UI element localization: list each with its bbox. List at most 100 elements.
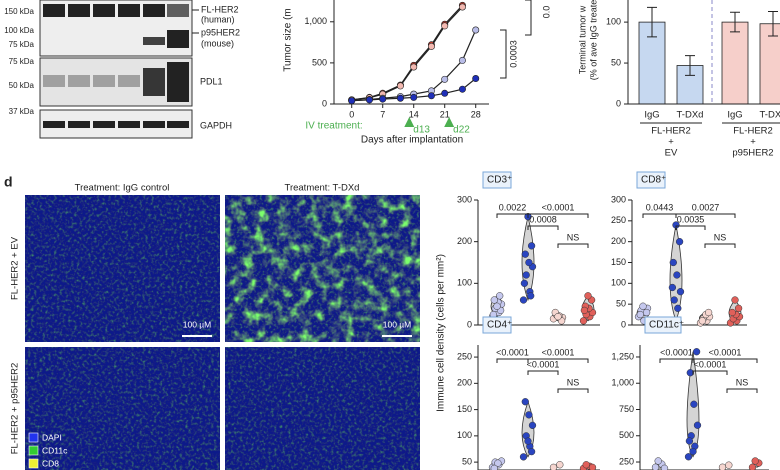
data-point <box>670 296 678 304</box>
row-label: FL-HER2 + EV <box>10 236 21 300</box>
y-axis-label: Terminal tumor w <box>577 5 587 74</box>
data-point <box>556 461 564 469</box>
y-tick-label: 50 <box>616 299 626 309</box>
series-point <box>441 22 449 30</box>
p-value: <0.0001 <box>542 347 575 357</box>
bracket <box>692 358 758 363</box>
data-point <box>686 369 694 377</box>
data-point <box>684 453 693 461</box>
data-point <box>676 288 685 296</box>
y-tick-label: 0 <box>616 98 621 108</box>
group-label: + <box>750 137 756 148</box>
plot-title-box <box>636 171 666 189</box>
data-point <box>660 464 669 470</box>
p-value: 0.0027 <box>692 202 720 212</box>
x-tick-label: 28 <box>471 109 481 119</box>
bracket <box>557 388 589 393</box>
data-point <box>522 271 530 279</box>
series-point <box>472 26 480 34</box>
data-point <box>731 296 739 304</box>
data-point <box>728 308 736 317</box>
dose-arrow <box>444 117 455 127</box>
mw-label: 37 kDa <box>9 107 35 116</box>
error-bar <box>685 55 695 76</box>
error-bar <box>730 11 740 33</box>
data-point <box>490 464 498 470</box>
x-tick-label: 7 <box>380 109 385 119</box>
p-value: <0.0001 <box>527 359 560 369</box>
axis <box>627 0 780 105</box>
data-point <box>751 457 759 465</box>
group-label: EV <box>665 148 678 159</box>
series-point <box>379 95 387 103</box>
data-point <box>549 463 558 470</box>
p-value: 0.0443 <box>646 202 674 212</box>
data-point <box>527 447 536 456</box>
y-tick-label: 0 <box>322 98 327 108</box>
bracket <box>675 213 736 218</box>
data-point <box>748 463 757 470</box>
series-point <box>348 97 356 105</box>
y-tick-label: 250 <box>457 351 472 361</box>
p-value: 0.0 <box>541 6 551 19</box>
data-point <box>519 453 528 461</box>
y-tick-label: 1,000 <box>611 378 634 388</box>
x-tick-label: 0 <box>349 109 354 119</box>
mw-label: 75 kDa <box>9 57 35 66</box>
group-label: + <box>668 137 674 148</box>
bracket <box>527 213 589 218</box>
data-point <box>525 258 533 267</box>
p-value: NS <box>736 377 749 387</box>
p-value: NS <box>714 232 727 242</box>
series-point <box>472 75 480 83</box>
y-tick-label: 150 <box>611 257 626 267</box>
y-tick-label: 100 <box>606 16 621 26</box>
data-point <box>490 296 498 304</box>
x-tick-label: 21 <box>440 109 450 119</box>
mw-label: 75 kDa <box>9 40 35 49</box>
data-point <box>675 238 684 246</box>
data-point <box>718 463 727 470</box>
y-tick-label: 50 <box>611 57 621 67</box>
bracket <box>642 213 677 218</box>
data-point <box>494 459 502 467</box>
p-value: <0.0001 <box>660 347 693 357</box>
data-point <box>693 421 702 429</box>
plot-title: CD3⁺ <box>487 175 512 186</box>
x-tick-label: IgG <box>644 110 659 121</box>
legend-swatch <box>28 445 39 456</box>
data-point <box>521 398 529 406</box>
micrograph-texture <box>25 195 220 342</box>
p-value: NS <box>567 377 580 387</box>
scale-label: 100 µM <box>383 319 412 329</box>
series-point <box>427 42 435 50</box>
series-point <box>441 89 449 97</box>
row-label: FL-HER2 + p95HER2 <box>10 363 21 455</box>
y-axis-label: (% of ave IgG treate <box>588 0 598 80</box>
bar <box>721 21 749 105</box>
y-tick-label: 200 <box>611 236 626 246</box>
scale-label: 100 µM <box>183 319 212 329</box>
bracket <box>496 358 529 363</box>
data-point <box>725 461 733 469</box>
data-point <box>525 411 533 419</box>
y-tick-label: 0 <box>467 319 472 329</box>
band-label: GAPDH <box>200 120 232 130</box>
series-point <box>458 85 466 93</box>
legend-label: DAPI <box>42 432 62 442</box>
p-value: 0.0008 <box>529 214 557 224</box>
p-value: 0.0022 <box>499 202 527 212</box>
x-tick-label: 14 <box>409 109 419 119</box>
series-point <box>365 96 373 104</box>
x-tick-label: IgG <box>727 110 742 121</box>
data-point <box>527 292 535 300</box>
series-point <box>441 75 449 83</box>
data-point <box>673 271 681 279</box>
data-point <box>668 283 677 292</box>
data-point <box>524 437 532 445</box>
group-label: p95HER2 <box>732 148 773 159</box>
error-bar <box>768 10 778 37</box>
y-tick-label: 150 <box>457 404 472 414</box>
data-point <box>582 461 590 469</box>
group-label: FL-HER2 <box>733 126 773 137</box>
